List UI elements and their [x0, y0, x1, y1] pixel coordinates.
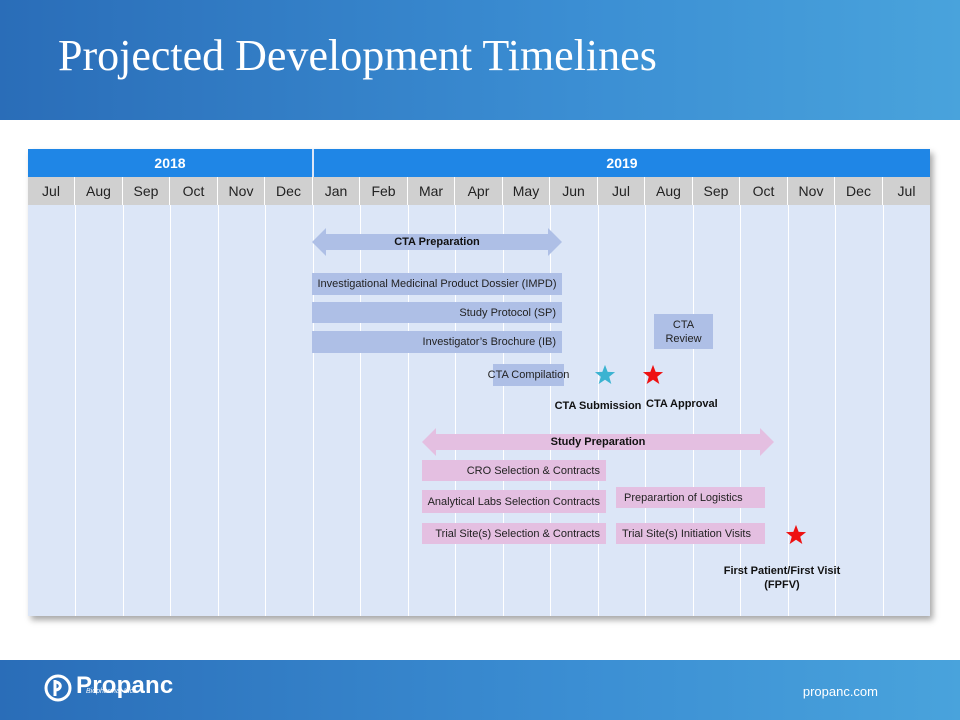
month-jul-2019: Jul [598, 177, 645, 205]
cta-approval-label: CTA Approval [646, 398, 718, 410]
grid-line [503, 205, 504, 616]
grid-line [455, 205, 456, 616]
fpfv-label-line2: (FPFV) [764, 579, 800, 591]
month-oct-2018: Oct [170, 177, 218, 205]
grid-line [835, 205, 836, 616]
grid-line [75, 205, 76, 616]
study-protocol-bar: Study Protocol (SP) [312, 302, 562, 323]
logo-text: Propanc [76, 672, 174, 699]
cta-submission-label: CTA Submission [554, 400, 642, 412]
month-jan-2019: Jan [313, 177, 360, 205]
cta-review-line2: Review [665, 333, 702, 345]
cta-review-line1: CTA [672, 319, 695, 331]
cta-compilation-bar: CTA Compilation [488, 364, 569, 386]
cta-preparation-label: CTA Preparation [394, 236, 480, 248]
study-preparation-label: Study Preparation [550, 436, 646, 448]
grid-line [693, 205, 694, 616]
month-jul-2018: Jul [28, 177, 75, 205]
month-sep-2019: Sep [693, 177, 740, 205]
grid-line [645, 205, 646, 616]
fpfv-star-icon [785, 524, 807, 544]
company-logo: Propanc [44, 672, 173, 712]
gantt-chart: 2018 2019 Jul Aug Sep Oct Nov Dec Jan Fe… [28, 149, 930, 616]
month-mar-2019: Mar [408, 177, 455, 205]
year-2019-label: 2019 [606, 155, 638, 171]
analytical-labs-bar: Analytical Labs Selection Contracts [422, 490, 606, 513]
impd-bar: Investigational Medicinal Product Dossie… [312, 273, 562, 295]
grid-line [550, 205, 551, 616]
grid-line [313, 205, 314, 616]
grid-line [408, 205, 409, 616]
cta-approval-star-icon [642, 364, 664, 384]
investigator-brochure-bar: Investigator’s Brochure (IB) [312, 331, 562, 353]
trial-sites-selection-bar: Trial Site(s) Selection & Contracts [422, 523, 606, 544]
year-2018-label: 2018 [154, 155, 186, 171]
year-2018: 2018 [28, 149, 312, 177]
study-preparation-arrow [422, 428, 774, 456]
propanc-logo-icon [44, 674, 72, 702]
month-jun-2019: Jun [550, 177, 598, 205]
month-header: Jul Aug Sep Oct Nov Dec Jan Feb Mar Apr … [28, 177, 930, 205]
grid-line [265, 205, 266, 616]
month-dec-2018: Dec [265, 177, 313, 205]
grid-line [218, 205, 219, 616]
cta-review-box: CTA Review [654, 314, 713, 349]
month-aug-2018: Aug [75, 177, 123, 205]
month-feb-2019: Feb [360, 177, 408, 205]
month-aug-2019: Aug [645, 177, 693, 205]
cta-preparation-arrow [312, 228, 562, 256]
slide-title: Projected Development Timelines [58, 31, 657, 80]
title-banner: Projected Development Timelines [0, 0, 960, 120]
month-jul-2020: Jul [897, 183, 916, 199]
website-link[interactable]: propanc.com [802, 684, 878, 699]
grid-line [360, 205, 361, 616]
grid-line [883, 205, 884, 616]
month-apr-2019: Apr [455, 177, 503, 205]
grid-line [170, 205, 171, 616]
month-dec-2019: Dec [835, 177, 883, 205]
cta-submission-star-icon [594, 364, 616, 384]
month-sep-2018: Sep [123, 177, 170, 205]
month-nov-2019: Nov [788, 177, 835, 205]
logistics-bar: Preparartion of Logistics [616, 487, 765, 508]
cro-selection-bar: CRO Selection & Contracts [422, 460, 606, 481]
grid-line [740, 205, 741, 616]
month-may-2019: May [503, 177, 550, 205]
logo-subtext: Biopharma, Inc. [86, 688, 136, 695]
grid-line [123, 205, 124, 616]
footer-banner: Propanc Biopharma, Inc. propanc.com [0, 660, 960, 720]
fpfv-label: First Patient/First Visit (FPFV) [712, 564, 852, 592]
year-2019: 2019 [314, 149, 930, 177]
fpfv-label-line1: First Patient/First Visit [723, 565, 841, 577]
grid-line [788, 205, 789, 616]
grid-line [598, 205, 599, 616]
initiation-visits-bar: Trial Site(s) Initiation Visits [616, 523, 765, 544]
month-nov-2018: Nov [218, 177, 265, 205]
month-oct-2019: Oct [740, 177, 788, 205]
